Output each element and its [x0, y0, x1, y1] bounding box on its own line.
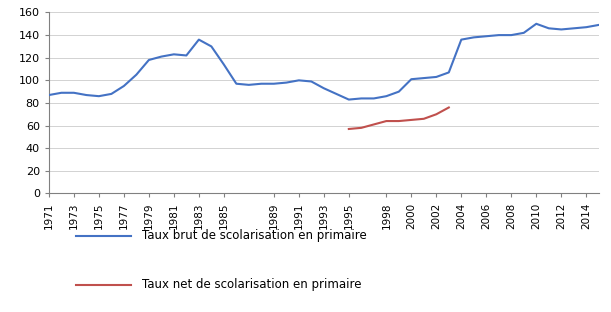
Taux brut de scolarisation en primaire	[170, 52, 178, 56]
Taux net de scolarisation en primaire	[445, 105, 453, 109]
Taux brut de scolarisation en primaire	[133, 73, 140, 76]
Taux brut de scolarisation en primaire	[283, 81, 290, 85]
Taux brut de scolarisation en primaire	[295, 79, 302, 82]
Taux brut de scolarisation en primaire	[520, 31, 527, 35]
Taux brut de scolarisation en primaire	[183, 54, 190, 57]
Taux brut de scolarisation en primaire	[258, 82, 265, 85]
Taux brut de scolarisation en primaire	[370, 97, 378, 100]
Taux brut de scolarisation en primaire	[220, 63, 227, 66]
Taux brut de scolarisation en primaire	[158, 55, 165, 58]
Taux brut de scolarisation en primaire	[208, 45, 215, 48]
Taux brut de scolarisation en primaire	[308, 80, 315, 83]
Text: Taux net de scolarisation en primaire: Taux net de scolarisation en primaire	[142, 278, 362, 291]
Taux net de scolarisation en primaire	[433, 112, 440, 116]
Taux brut de scolarisation en primaire	[233, 82, 240, 85]
Taux net de scolarisation en primaire	[357, 126, 365, 130]
Line: Taux brut de scolarisation en primaire: Taux brut de scolarisation en primaire	[49, 24, 599, 100]
Taux brut de scolarisation en primaire	[82, 93, 90, 97]
Taux net de scolarisation en primaire	[420, 117, 428, 121]
Taux brut de scolarisation en primaire	[583, 25, 590, 29]
Taux brut de scolarisation en primaire	[408, 77, 415, 81]
Line: Taux net de scolarisation en primaire: Taux net de scolarisation en primaire	[349, 107, 449, 129]
Taux brut de scolarisation en primaire	[545, 27, 552, 30]
Taux brut de scolarisation en primaire	[45, 93, 53, 97]
Taux brut de scolarisation en primaire	[595, 23, 602, 27]
Taux brut de scolarisation en primaire	[533, 22, 540, 26]
Taux brut de scolarisation en primaire	[332, 92, 340, 96]
Taux brut de scolarisation en primaire	[458, 38, 465, 41]
Taux brut de scolarisation en primaire	[270, 82, 277, 85]
Taux brut de scolarisation en primaire	[70, 91, 78, 95]
Taux brut de scolarisation en primaire	[357, 97, 365, 100]
Taux net de scolarisation en primaire	[382, 119, 390, 123]
Taux brut de scolarisation en primaire	[420, 76, 428, 80]
Taux brut de scolarisation en primaire	[108, 92, 115, 96]
Taux brut de scolarisation en primaire	[470, 36, 477, 39]
Taux brut de scolarisation en primaire	[95, 94, 103, 98]
Taux brut de scolarisation en primaire	[558, 27, 565, 31]
Taux brut de scolarisation en primaire	[382, 94, 390, 98]
Taux brut de scolarisation en primaire	[57, 91, 65, 95]
Taux brut de scolarisation en primaire	[495, 33, 502, 37]
Taux brut de scolarisation en primaire	[483, 34, 490, 38]
Taux brut de scolarisation en primaire	[570, 27, 577, 30]
Taux net de scolarisation en primaire	[345, 127, 353, 131]
Taux brut de scolarisation en primaire	[145, 58, 153, 62]
Taux brut de scolarisation en primaire	[395, 90, 403, 94]
Text: Taux brut de scolarisation en primaire: Taux brut de scolarisation en primaire	[142, 229, 367, 242]
Taux brut de scolarisation en primaire	[433, 75, 440, 79]
Taux brut de scolarisation en primaire	[320, 86, 327, 90]
Taux net de scolarisation en primaire	[408, 118, 415, 122]
Taux brut de scolarisation en primaire	[445, 71, 453, 74]
Taux net de scolarisation en primaire	[395, 119, 403, 123]
Taux brut de scolarisation en primaire	[120, 84, 128, 88]
Taux brut de scolarisation en primaire	[245, 83, 252, 87]
Taux brut de scolarisation en primaire	[508, 33, 515, 37]
Taux brut de scolarisation en primaire	[195, 38, 202, 41]
Taux brut de scolarisation en primaire	[345, 98, 353, 101]
